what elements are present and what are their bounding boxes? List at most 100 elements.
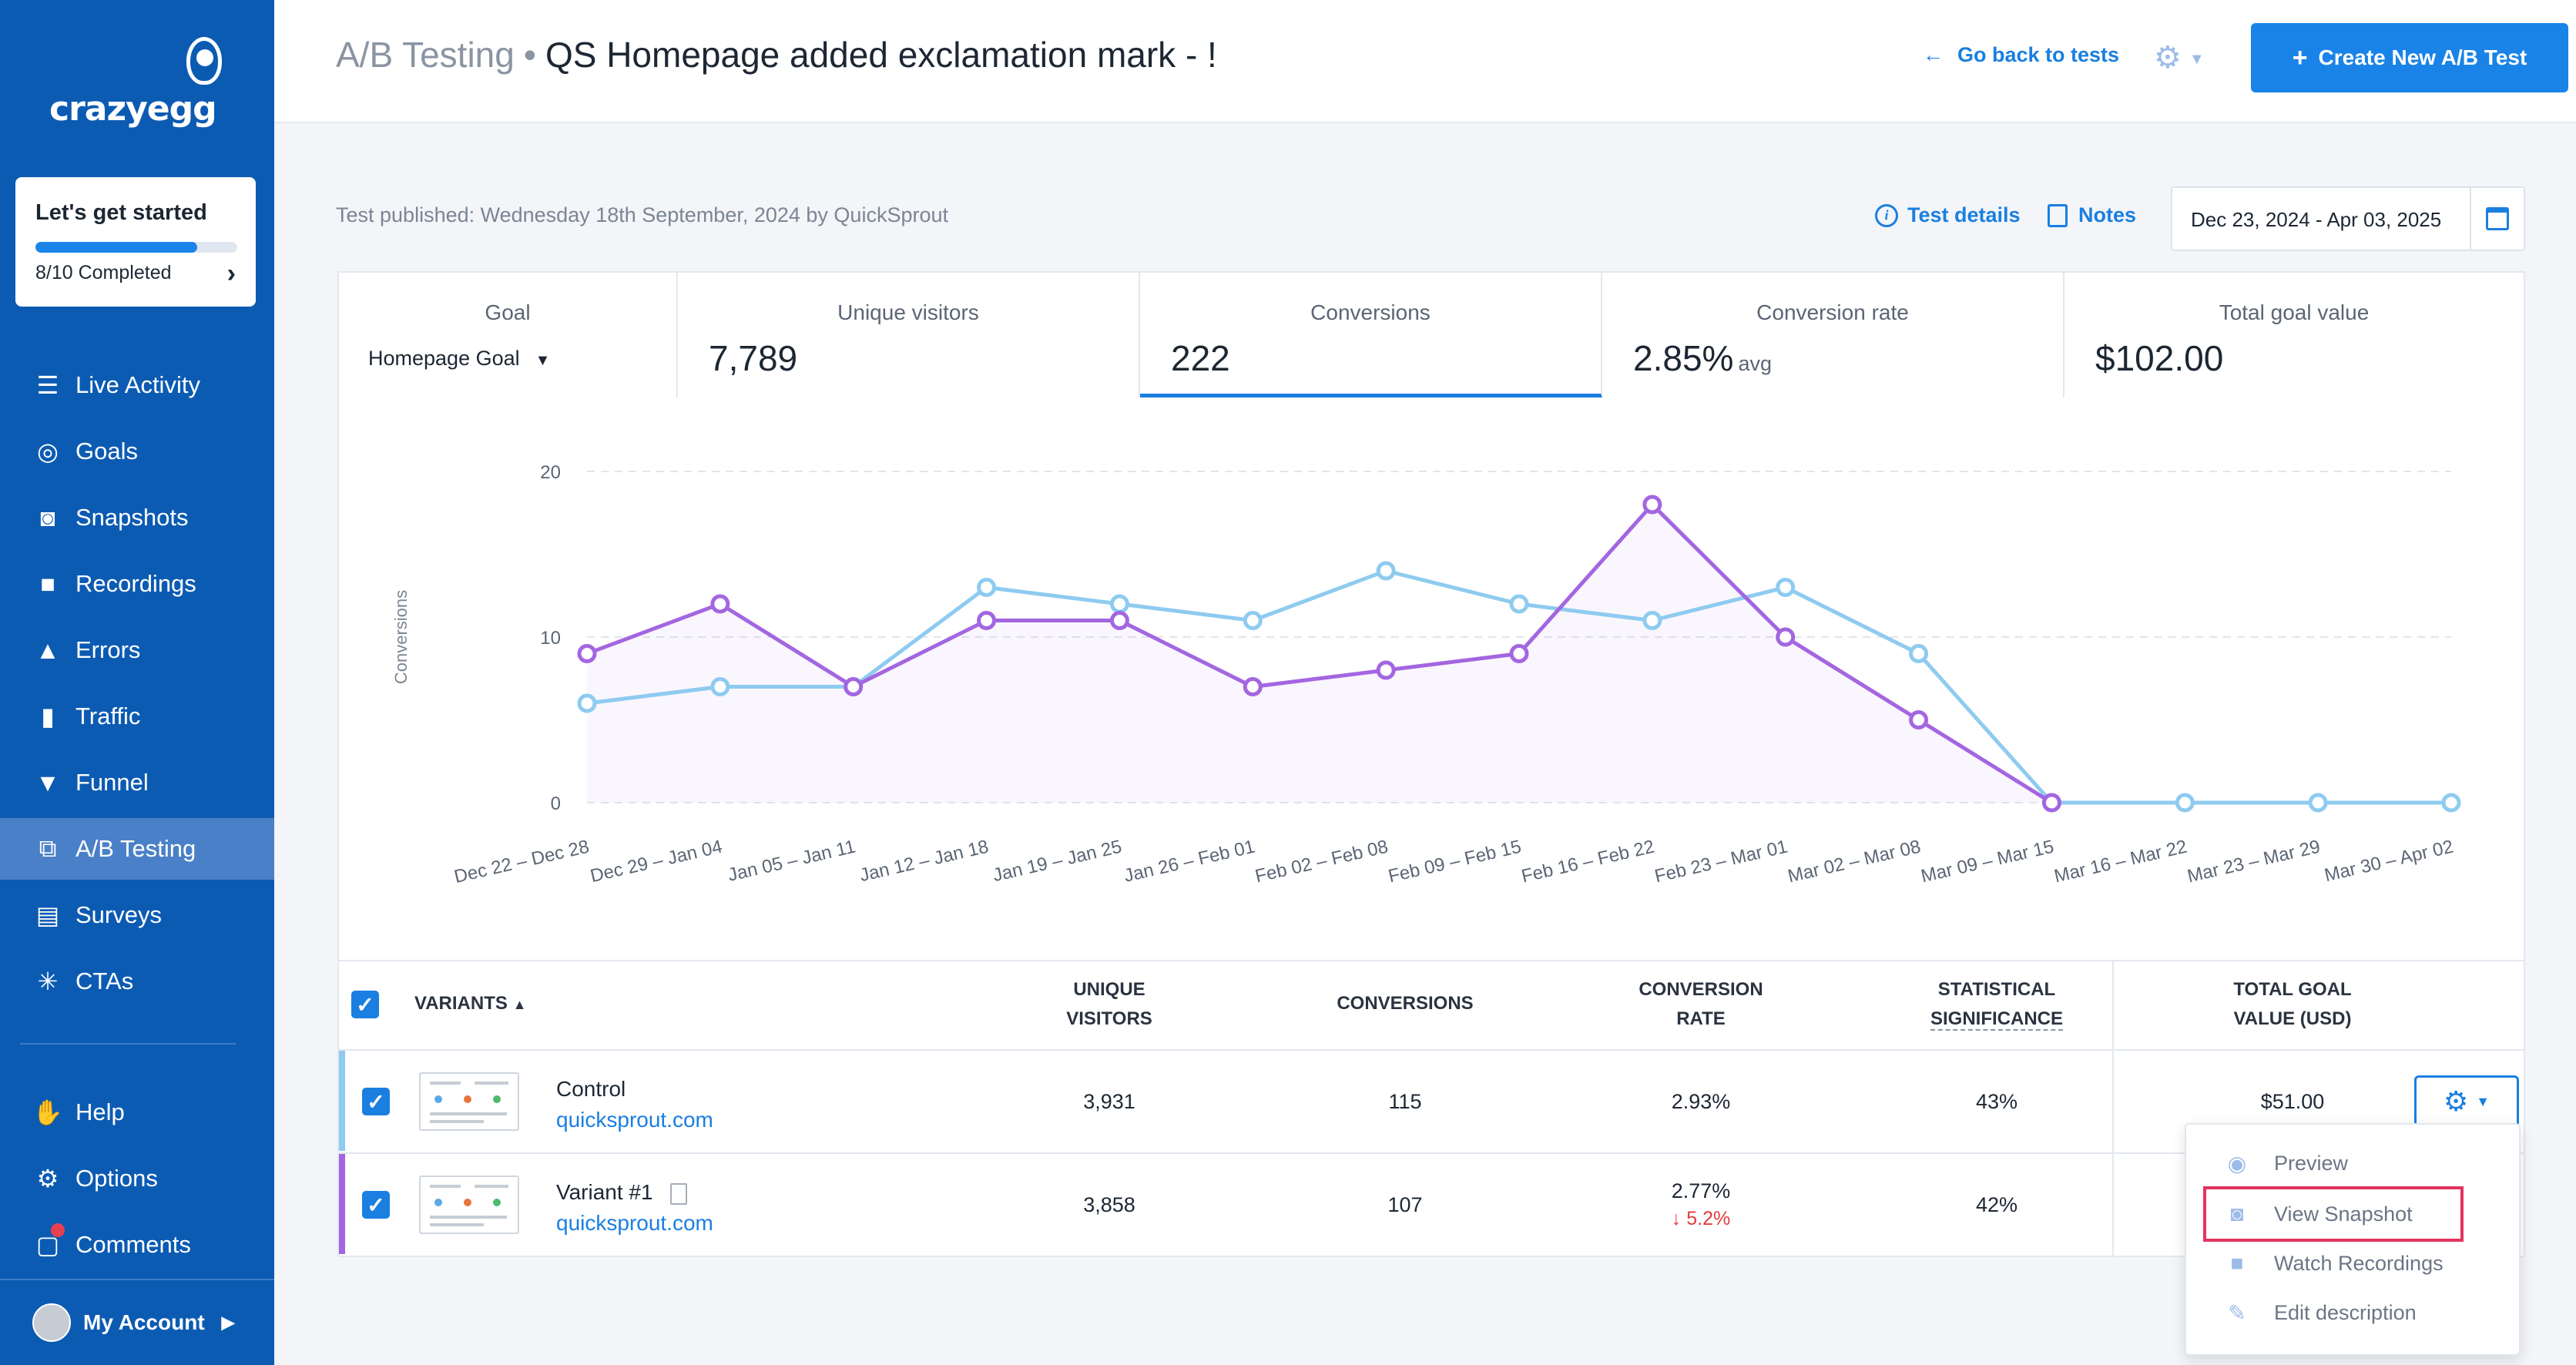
x-tick-label: Feb 16 – Feb 22 [1520, 837, 1657, 887]
sidebar-item-live-activity[interactable]: ☰ Live Activity [0, 354, 274, 416]
stats-bar: Goal Homepage Goal ▼ Unique visitors 7,78… [337, 271, 2525, 399]
stat-conversion-rate[interactable]: Conversion rate 2.85% avg [1602, 273, 2064, 397]
calendar-icon[interactable] [2470, 188, 2524, 250]
stat-goal-header: Goal [485, 300, 531, 324]
edit-icon: ✎ [2228, 1300, 2246, 1325]
sidebar-item-funnel[interactable]: ▼ Funnel [0, 752, 274, 813]
header-statistical-significance[interactable]: STATISTICAL SIGNIFICANCE [1930, 979, 2063, 1031]
data-point [844, 677, 864, 696]
my-account-menu[interactable]: My Account ▶ [0, 1279, 274, 1365]
menu-item-preview[interactable]: ◉ Preview [2186, 1139, 2519, 1188]
visitors-value: 7,789 [709, 338, 798, 378]
sidebar-item-errors[interactable]: ▲ Errors [0, 619, 274, 681]
goal-value-value: $102.00 [2095, 338, 2224, 378]
y-tick-label: 10 [540, 628, 561, 649]
x-tick-label: Jan 05 – Jan 11 [726, 837, 857, 886]
data-point [577, 693, 597, 713]
info-icon: i [1875, 203, 1898, 227]
data-point [1376, 660, 1396, 680]
cell-conversion-rate: 2.93% [1671, 1089, 1731, 1113]
plus-icon: + [2292, 42, 2308, 72]
camera-icon: ◙ [40, 503, 55, 532]
cell-significance: 42% [1975, 1192, 2018, 1216]
video-icon: ■ [2230, 1251, 2244, 1275]
breadcrumb-separator: • [523, 35, 536, 75]
breadcrumb: A/B Testing • QS Homepage added exclamatio… [336, 34, 1217, 75]
data-point [2041, 793, 2061, 813]
select-all-checkbox[interactable]: ✓ [351, 991, 379, 1018]
onboarding-card[interactable]: Let's get started 8/10 Completed › [15, 177, 256, 307]
crazyegg-logo[interactable]: crazyegg [49, 37, 226, 129]
notes-icon [2048, 203, 2068, 227]
caret-right-icon: ▶ [221, 1313, 235, 1332]
cell-conversion-rate: 2.77% ↓ 5.2% [1671, 1179, 1731, 1229]
row-checkbox[interactable]: ✓ [362, 1191, 390, 1219]
x-tick-label: Jan 12 – Jan 18 [857, 837, 991, 887]
cell-visitors: 3,931 [1083, 1089, 1135, 1113]
x-tick-label: Feb 09 – Feb 15 [1387, 837, 1524, 887]
header-conversion-rate: CONVERSION RATE [1639, 979, 1763, 1029]
cell-conversions: 115 [1388, 1089, 1422, 1113]
table-row-control: ✓ Control quicksprout.com 3,931 115 2.93… [339, 1049, 2524, 1151]
sidebar-item-options[interactable]: ⚙ Options [0, 1148, 274, 1209]
rate-value: 2.85% avg [1633, 338, 1772, 378]
data-point [1509, 644, 1529, 663]
sidebar-item-comments[interactable]: ▢ Comments [0, 1214, 274, 1276]
sidebar-item-goals[interactable]: ◎ Goals [0, 421, 274, 482]
stat-conversions[interactable]: Conversions 222 [1140, 273, 1602, 397]
cell-visitors: 3,858 [1083, 1192, 1135, 1216]
data-point [1776, 578, 1796, 597]
sidebar-item-ab-testing[interactable]: ⧉ A/B Testing [0, 818, 274, 880]
series-line [586, 502, 2053, 805]
sidebar-item-snapshots[interactable]: ◙ Snapshots [0, 487, 274, 548]
stat-unique-visitors[interactable]: Unique visitors 7,789 [678, 273, 1140, 397]
sidebar-item-help[interactable]: ✋ Help [32, 1098, 125, 1126]
variant-thumbnail[interactable] [419, 1176, 519, 1234]
variant-thumbnail[interactable] [419, 1072, 519, 1131]
test-details-link[interactable]: i Test details [1875, 203, 2021, 227]
data-point [2175, 793, 2195, 813]
warning-icon: ▲ [35, 636, 60, 664]
arrow-left-icon: ← [1923, 43, 1944, 66]
x-tick-label: Feb 02 – Feb 08 [1253, 837, 1390, 887]
chevron-right-icon: › [226, 259, 236, 288]
data-point [977, 578, 997, 597]
test-settings-button[interactable]: ⚙ ▼ [2154, 40, 2205, 75]
data-point [1909, 710, 1929, 729]
menu-item-watch-recordings[interactable]: ■ Watch Recordings [2186, 1239, 2519, 1288]
data-point [2308, 793, 2328, 813]
series-area [587, 505, 2052, 803]
description-icon[interactable] [669, 1182, 687, 1205]
sidebar-item-recordings[interactable]: ■ Recordings [0, 553, 274, 615]
date-range-picker[interactable]: Dec 23, 2024 - Apr 03, 2025 [2171, 186, 2525, 251]
variants-sort-header[interactable]: VARIANTS ▲ [414, 993, 527, 1014]
create-ab-test-button[interactable]: + Create New A/B Test [2251, 23, 2568, 92]
variant-url-link[interactable]: quicksprout.com [556, 1211, 713, 1235]
y-tick-label: 20 [540, 462, 561, 483]
menu-item-edit-description[interactable]: ✎ Edit description [2186, 1288, 2519, 1337]
stat-total-goal-value[interactable]: Total goal value $102.00 [2095, 300, 2370, 378]
sidebar-item-ctas[interactable]: ✳ CTAs [0, 951, 274, 1012]
row-settings-button[interactable]: ⚙ ▼ [2414, 1075, 2519, 1128]
rate-change-negative: ↓ 5.2% [1671, 1208, 1731, 1229]
onboarding-progress-text: 8/10 Completed [35, 262, 172, 283]
eye-icon: ◉ [2227, 1151, 2247, 1176]
variant-url-link[interactable]: quicksprout.com [556, 1108, 713, 1132]
header-total-goal-value: TOTAL GOAL VALUE (USD) [2233, 979, 2352, 1029]
sidebar-item-traffic[interactable]: ▮ Traffic [0, 686, 274, 747]
bar-chart-icon: ▮ [41, 703, 55, 730]
page-title: QS Homepage added exclamation mark - ! [545, 35, 1217, 75]
sidebar-item-surveys[interactable]: ▤ Surveys [0, 884, 274, 946]
variant-actions-menu: ◉ Preview ◙ View Snapshot ■ Watch Recording… [2185, 1123, 2521, 1356]
notes-link[interactable]: Notes [2048, 203, 2136, 227]
goal-select[interactable]: Homepage Goal ▼ [368, 347, 551, 370]
data-point [1909, 644, 1929, 663]
date-range-value: Dec 23, 2024 - Apr 03, 2025 [2191, 208, 2442, 231]
logo-wordmark: crazyegg [49, 89, 217, 129]
row-checkbox[interactable]: ✓ [362, 1088, 390, 1115]
menu-item-view-snapshot[interactable]: ◙ View Snapshot [2203, 1186, 2464, 1242]
go-back-link[interactable]: ← Go back to tests [1923, 43, 2120, 66]
data-point [710, 594, 730, 614]
stat-goal: Goal Homepage Goal ▼ [339, 273, 678, 397]
breadcrumb-section[interactable]: A/B Testing [336, 35, 515, 75]
